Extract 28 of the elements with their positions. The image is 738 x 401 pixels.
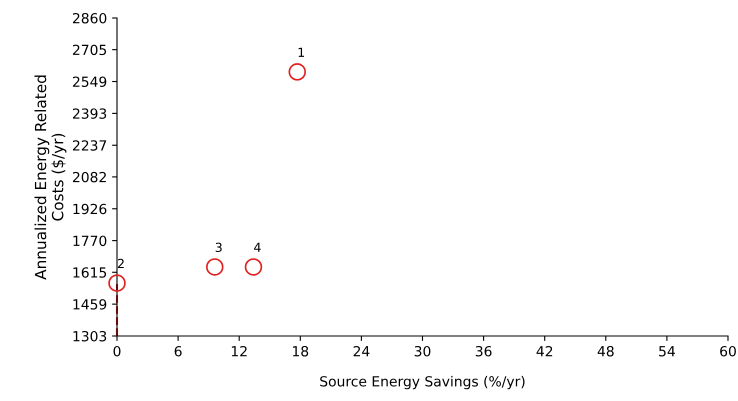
y-tick-label: 2082 (72, 172, 106, 182)
y-tick-label: 2549 (72, 76, 106, 87)
annotation: 4 (254, 242, 261, 252)
x-axis-title: Source Energy Savings (%/yr) (320, 376, 525, 390)
x-tick-label: 42 (536, 346, 552, 356)
x-tick-label: 18 (292, 346, 308, 356)
annotation: 1 (298, 48, 304, 57)
x-tick-label: 24 (354, 346, 370, 356)
y-tick-label: 1926 (73, 204, 106, 214)
annotation: 3 (216, 242, 222, 252)
y-tick-label: 2705 (72, 44, 106, 56)
y-axis-title: Annualized Energy Related Costs ($/yr) (34, 76, 66, 280)
y-tick-label: 1459 (73, 299, 106, 310)
y-tick-label: 1770 (73, 236, 106, 246)
y-tick-label: 1615 (73, 267, 106, 278)
x-tick-label: 36 (476, 346, 492, 356)
x-tick-label: 30 (414, 346, 430, 356)
y-tick-label: 2860 (72, 12, 106, 24)
x-tick-label: 60 (720, 346, 736, 356)
y-tick-label: 2393 (72, 108, 106, 119)
x-tick-label: 0 (113, 346, 120, 356)
x-tick-label: 12 (232, 346, 247, 356)
annotation: 2 (118, 258, 124, 268)
y-tick-label: 2237 (72, 140, 106, 151)
x-tick-label: 6 (174, 346, 182, 356)
x-tick-label: 48 (598, 346, 614, 356)
x-tick-label: 54 (659, 346, 675, 356)
y-tick-label: 1303 (73, 330, 106, 342)
